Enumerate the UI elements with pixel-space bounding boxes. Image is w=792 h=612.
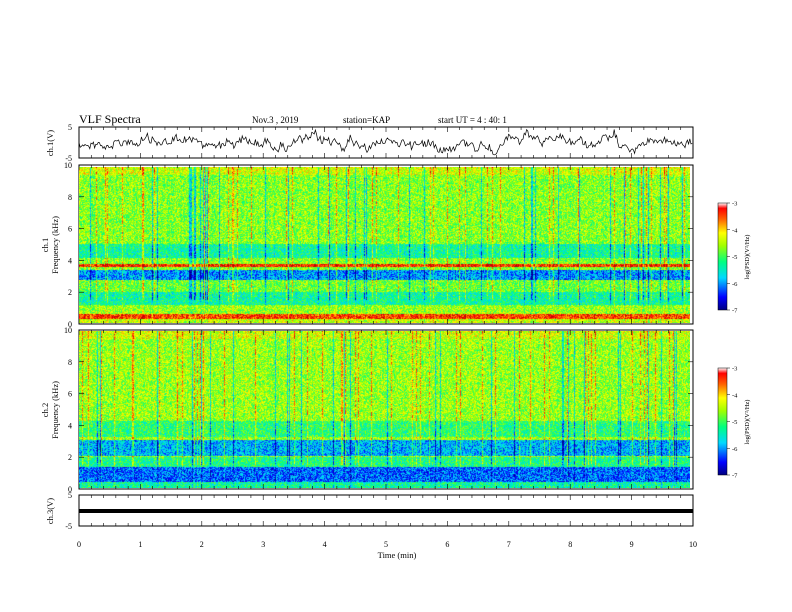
y-tick-label: 4 <box>68 421 72 430</box>
colorbar-tick-label: -4 <box>732 392 738 399</box>
ch1-spectrogram-ylabel-frequency: Frequency (kHz) <box>50 216 60 274</box>
y-tick-label: 8 <box>68 358 72 367</box>
ch3-ytick-top: 5 <box>68 491 72 500</box>
ch1-spectrogram-panel: 0 2 4 6 8 10 ch.1 Frequency (kHz) <box>40 161 694 329</box>
y-tick-label: 2 <box>68 288 72 297</box>
station-label: station=KAP <box>343 115 390 125</box>
time-axis-label: Time (min) <box>378 550 417 560</box>
y-tick-label: 6 <box>68 225 72 234</box>
ch1-colorbar: -3 -4 -5 -6 -7 log(PSD)(V²/Hz) <box>717 201 751 315</box>
ch2-spectrogram-panel: 0 2 4 6 8 10 ch.2 Frequency (kHz) <box>40 326 694 494</box>
colorbar-tick-label: -6 <box>732 281 738 288</box>
colorbar-tick-label: -6 <box>732 446 738 453</box>
colorbar-tick-label: -5 <box>732 419 737 426</box>
ch1-waveform-ylabel: ch.1(V) <box>45 130 55 156</box>
colorbar-tick-label: -5 <box>732 254 737 261</box>
time-axis-ticks <box>78 127 694 526</box>
ch3-ytick-bottom: -5 <box>65 522 72 531</box>
ch2-spectrogram-yticks: 0 2 4 6 8 10 <box>64 326 693 494</box>
ch2-colorbar-ticks: -3 -4 -5 -6 -7 <box>727 366 738 480</box>
ch1-spectrogram-ylabel-channel: ch.1 <box>40 238 50 252</box>
x-tick-label: 0 <box>77 540 81 549</box>
x-tick-label: 5 <box>384 540 388 549</box>
ch3-waveform-ylabel: ch.3(V) <box>45 498 55 524</box>
ch1-spectrogram-image <box>79 167 690 323</box>
ch1-spectrogram-yticks: 0 2 4 6 8 10 <box>64 161 693 329</box>
colorbar-tick-label: -3 <box>732 201 737 208</box>
colorbar-tick-label: -7 <box>732 308 738 315</box>
ch1-waveform-line <box>78 128 693 156</box>
y-tick-label: 10 <box>64 161 72 170</box>
ch2-spectrogram-ylabel-frequency: Frequency (kHz) <box>50 381 60 439</box>
ch1-ytick-bottom: -5 <box>65 154 72 163</box>
y-tick-label: 6 <box>68 390 72 399</box>
ch1-colorbar-ticks: -3 -4 -5 -6 -7 <box>727 201 738 315</box>
y-tick-label: 10 <box>64 326 72 335</box>
ch1-colorbar-label: log(PSD)(V²/Hz) <box>744 235 751 280</box>
ch1-ytick-top: 5 <box>68 123 72 132</box>
ch2-spectrogram-image <box>79 331 690 488</box>
x-tick-label: 1 <box>138 540 142 549</box>
x-tick-label: 8 <box>568 540 572 549</box>
x-tick-label: 7 <box>507 540 511 549</box>
figure-title: VLF Spectra <box>79 112 141 126</box>
x-tick-label: 3 <box>261 540 265 549</box>
colorbar-tick-label: -4 <box>732 227 738 234</box>
ch1-waveform-panel: 5 -5 ch.1(V) <box>45 123 694 163</box>
date-label: Nov.3 , 2019 <box>252 115 299 125</box>
ch2-colorbar-label: log(PSD)(V²/Hz) <box>744 400 751 445</box>
y-tick-label: 0 <box>68 485 72 494</box>
start-ut-label: start UT = 4 : 40: 1 <box>438 115 507 125</box>
x-tick-label: 10 <box>689 540 697 549</box>
colorbar-tick-label: -7 <box>732 473 738 480</box>
colorbar-tick-label: -3 <box>732 366 737 373</box>
ch2-colorbar: -3 -4 -5 -6 -7 log(PSD)(V²/Hz) <box>717 366 751 480</box>
y-tick-label: 4 <box>68 256 72 265</box>
y-tick-label: 8 <box>68 193 72 202</box>
x-tick-label: 6 <box>445 540 449 549</box>
time-axis-tick-labels: 0 1 2 3 4 5 6 7 8 9 10 <box>77 540 697 549</box>
x-tick-label: 2 <box>200 540 204 549</box>
x-tick-label: 4 <box>323 540 327 549</box>
x-tick-label: 9 <box>630 540 634 549</box>
ch2-spectrogram-ylabel-channel: ch.2 <box>40 403 50 417</box>
ch3-waveform-panel: 5 -5 ch.3(V) <box>45 491 694 531</box>
y-tick-label: 2 <box>68 453 72 462</box>
y-tick-label: 0 <box>68 320 72 329</box>
